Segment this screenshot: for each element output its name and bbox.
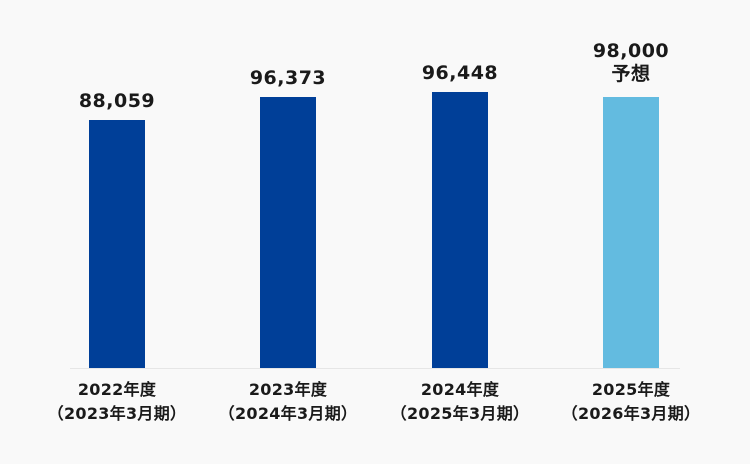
value-label: 96,373 [249, 67, 327, 89]
x-tick-label: 2024年度 （2025年3月期） [390, 380, 530, 423]
bar-2022 [89, 120, 145, 368]
x-tick-label: 2025年度 （2026年3月期） [561, 380, 701, 423]
value-label: 88,059 [78, 90, 156, 112]
bar-2023 [260, 97, 316, 368]
x-tick-label: 2023年度 （2024年3月期） [218, 380, 358, 423]
bar-2024 [432, 92, 488, 368]
value-label-forecast: 98,000 予想 [561, 40, 701, 86]
bar-2025-forecast [603, 97, 659, 368]
x-axis-line [70, 368, 680, 369]
value-label: 96,448 [421, 62, 499, 84]
x-tick-label: 2022年度 （2023年3月期） [47, 380, 187, 423]
forecast-note: 予想 [611, 63, 651, 85]
